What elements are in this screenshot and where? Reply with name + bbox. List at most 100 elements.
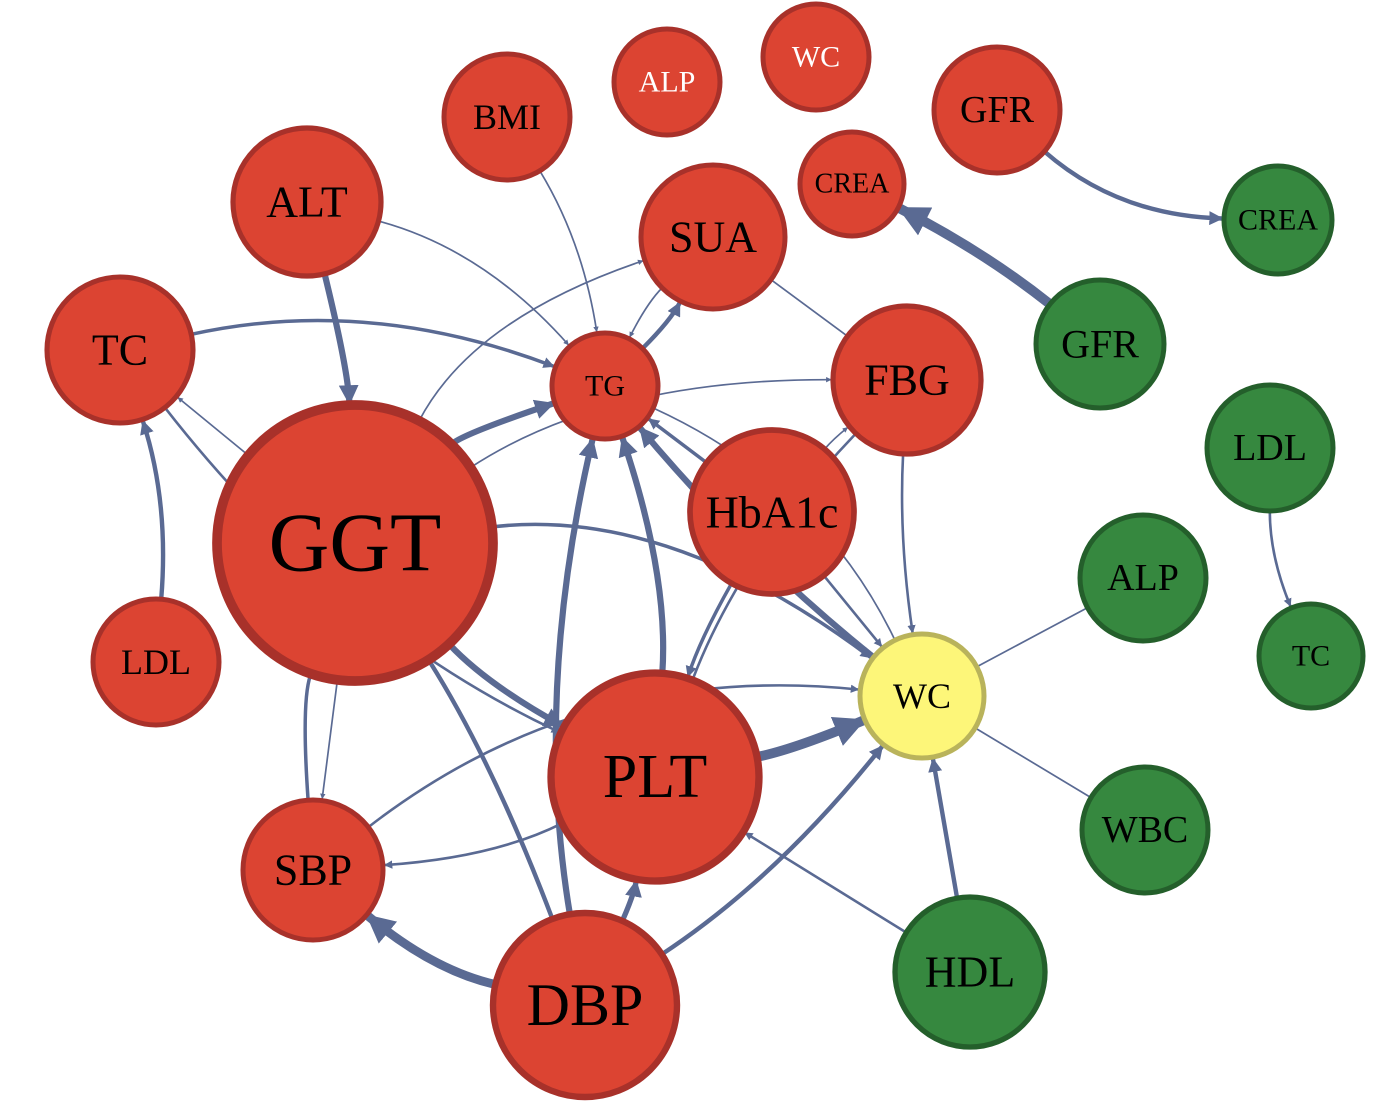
node-circle-wc_top xyxy=(760,1,872,113)
node-tg: TG xyxy=(549,330,661,442)
node-label-sua: SUA xyxy=(669,213,757,262)
node-alt: ALT xyxy=(230,125,384,279)
node-label-wc: WC xyxy=(893,676,951,716)
edge-bmi-to-tg xyxy=(538,169,599,333)
edge-sbp-to-ggt xyxy=(303,673,313,802)
node-label-g_ldl: LDL xyxy=(1233,427,1307,469)
node-label-plt: PLT xyxy=(603,743,708,811)
node-label-sbp: SBP xyxy=(274,846,352,895)
node-fbg: FBG xyxy=(830,303,984,457)
node-crea: CREA xyxy=(797,129,907,239)
node-circle-g_wbc xyxy=(1079,764,1211,896)
node-circle-sua xyxy=(638,162,788,312)
edge-alt-to-ggt xyxy=(321,270,359,407)
node-label-wc_top: WC xyxy=(792,41,840,74)
node-circle-tg xyxy=(549,330,661,442)
node-label-tc: TC xyxy=(92,326,148,375)
node-g_hdl: HDL xyxy=(892,894,1048,1050)
edge-plt-to-sbp xyxy=(383,822,564,869)
node-bmi: BMI xyxy=(441,51,573,183)
edge-sua-to-tg xyxy=(628,287,663,338)
node-circle-g_ldl xyxy=(1204,382,1336,514)
edge-plt-to-wc xyxy=(752,715,868,762)
node-label-ldl: LDL xyxy=(121,642,191,682)
edge-gfr-to-g_crea xyxy=(1042,149,1225,226)
node-dbp: DBP xyxy=(489,909,681,1101)
node-circle-g_crea xyxy=(1221,163,1335,277)
node-g_crea: CREA xyxy=(1221,163,1335,277)
node-circle-gfr xyxy=(931,44,1063,176)
node-circle-alt xyxy=(230,125,384,279)
edge-tg-to-sua xyxy=(640,300,682,351)
node-tc: TC xyxy=(44,274,196,426)
node-circle-wc xyxy=(857,631,987,761)
node-circle-bmi xyxy=(441,51,573,183)
edge-tc-to-tg xyxy=(189,318,556,369)
edge-g_hdl-to-wc xyxy=(928,756,960,901)
node-circle-alp xyxy=(611,26,723,138)
node-circle-g_hdl xyxy=(892,894,1048,1050)
node-g_alp: ALP xyxy=(1077,512,1209,644)
edge-g_gfr-to-crea xyxy=(895,203,1055,309)
edge-ggt-to-sua xyxy=(418,259,644,422)
node-circle-tc xyxy=(44,274,196,426)
edge-hba1c-to-tg xyxy=(647,417,709,465)
node-circle-ldl xyxy=(90,596,222,728)
node-label-alt: ALT xyxy=(266,178,348,227)
node-gfr: GFR xyxy=(931,44,1063,176)
edge-sua-to-fbg xyxy=(770,278,847,336)
nodes-layer: GGT PLT DBP HbA1c FBG SUA TC ALT SBP TG LDL BMI ALP W… xyxy=(44,1,1366,1101)
node-circle-plt xyxy=(547,669,763,885)
node-circle-g_tc xyxy=(1256,601,1366,711)
node-label-g_gfr: GFR xyxy=(1061,322,1139,367)
node-label-gfr: GFR xyxy=(960,89,1035,131)
node-sua: SUA xyxy=(638,162,788,312)
edge-ggt-to-plt xyxy=(445,640,566,729)
node-label-g_crea: CREA xyxy=(1238,204,1318,237)
node-g_wbc: WBC xyxy=(1079,764,1211,896)
node-plt: PLT xyxy=(547,669,763,885)
node-label-g_hdl: HDL xyxy=(925,948,1015,997)
node-wc_top: WC xyxy=(760,1,872,113)
edge-dbp-to-sbp xyxy=(363,911,500,989)
edge-ldl-to-tc xyxy=(140,419,166,602)
edge-ggt-to-sbp xyxy=(320,679,339,800)
edge-g_alp-to-wc xyxy=(977,606,1089,667)
node-circle-sbp xyxy=(240,797,386,943)
node-label-alp: ALP xyxy=(639,66,696,99)
node-circle-fbg xyxy=(830,303,984,457)
node-ggt: GGT xyxy=(212,400,498,686)
node-label-ggt: GGT xyxy=(269,497,442,590)
edge-ggt-to-tg xyxy=(448,399,556,448)
edge-g_hdl-to-plt xyxy=(743,831,908,934)
edge-ggt-to-wc xyxy=(490,522,873,660)
node-circle-g_alp xyxy=(1077,512,1209,644)
node-circle-ggt xyxy=(212,400,498,686)
node-label-bmi: BMI xyxy=(473,97,541,137)
node-label-crea: CREA xyxy=(815,169,890,200)
node-label-g_tc: TC xyxy=(1292,640,1330,673)
edge-alt-to-tg xyxy=(377,220,570,346)
node-label-hba1c: HbA1c xyxy=(706,487,839,538)
edge-dbp-to-tg xyxy=(552,436,599,918)
node-label-dbp: DBP xyxy=(527,972,644,1038)
node-alp: ALP xyxy=(611,26,723,138)
node-label-tg: TG xyxy=(585,370,625,403)
node-wc: WC xyxy=(857,631,987,761)
node-label-fbg: FBG xyxy=(864,356,950,405)
edge-dbp-to-plt xyxy=(619,878,642,924)
edge-dbp-to-ggt xyxy=(427,659,555,922)
edge-fbg-to-wc xyxy=(900,452,916,634)
edge-dbp-to-wc xyxy=(659,744,885,957)
edge-g_ldl-to-g_tc xyxy=(1268,509,1292,608)
node-g_ldl: LDL xyxy=(1204,382,1336,514)
edge-hba1c-to-wc xyxy=(822,574,883,648)
node-circle-g_gfr xyxy=(1033,277,1167,411)
node-circle-crea xyxy=(797,129,907,239)
node-sbp: SBP xyxy=(240,797,386,943)
node-g_tc: TC xyxy=(1256,601,1366,711)
node-ldl: LDL xyxy=(90,596,222,728)
edges-layer xyxy=(140,149,1292,989)
edge-plt-to-tg xyxy=(618,435,667,677)
